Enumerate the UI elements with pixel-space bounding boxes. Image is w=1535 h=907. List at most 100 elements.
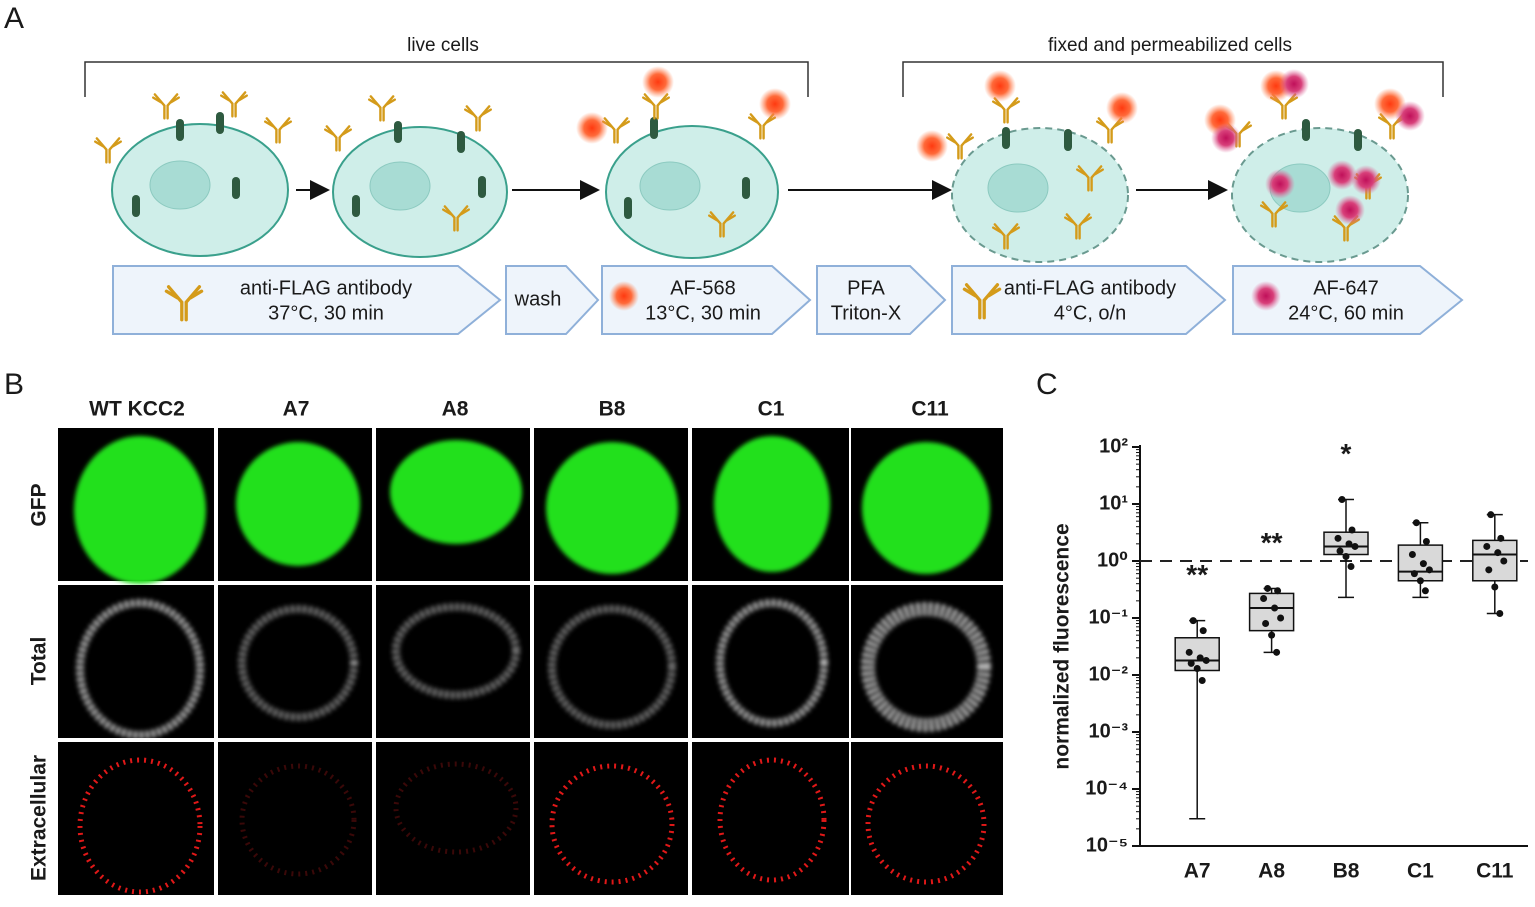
cell-signal [865, 763, 987, 885]
data-point [1334, 534, 1342, 542]
micrograph [534, 742, 688, 895]
column-label: A7 [283, 398, 310, 421]
decoration [264, 117, 292, 144]
micrograph [376, 742, 530, 895]
data-point [1416, 577, 1424, 585]
step-text: 13°C, 30 min [645, 302, 761, 324]
cell-signal [393, 761, 519, 855]
y-axis-label: normalized fluorescence [1051, 523, 1074, 769]
decoration [624, 197, 632, 219]
y-tick-label: 10² [1099, 435, 1128, 457]
column-label: C11 [911, 398, 949, 421]
data-point [1271, 604, 1279, 612]
cell-signal [392, 603, 520, 699]
cell-signal [236, 442, 360, 566]
data-point [1348, 526, 1356, 534]
data-point [1262, 620, 1270, 628]
micrograph [58, 742, 214, 895]
data-point [1483, 542, 1491, 550]
data-point [1264, 584, 1272, 592]
step-text: 24°C, 60 min [1288, 302, 1404, 324]
step-text: anti-FLAG antibody [1004, 277, 1176, 299]
data-point [1342, 552, 1350, 560]
row-label: GFP [28, 483, 51, 526]
cell-signal [238, 605, 358, 721]
y-tick-label: 10⁻⁴ [1085, 777, 1128, 799]
decoration [1251, 281, 1281, 311]
cell-signal [74, 436, 206, 584]
decoration [1395, 101, 1425, 131]
step-text: 37°C, 30 min [268, 302, 384, 324]
column-label: A8 [442, 398, 469, 421]
significance: ** [1186, 559, 1208, 590]
data-point [1268, 631, 1276, 639]
decoration [1327, 160, 1357, 190]
step-text: wash [514, 288, 562, 310]
x-tick-label: B8 [1333, 860, 1360, 883]
decoration [112, 265, 502, 335]
row-label: Total [28, 637, 51, 686]
cell-signal [239, 763, 357, 877]
panel-label: A [4, 2, 24, 35]
data-point [1419, 560, 1427, 568]
decoration [1106, 92, 1138, 124]
data-point [1422, 537, 1430, 545]
bracket-label: fixed and permeabilized cells [1048, 35, 1292, 56]
row-label: Extracellular [28, 755, 51, 881]
significance: ** [1261, 527, 1283, 558]
data-point [1500, 557, 1508, 565]
data-point [1338, 495, 1346, 503]
data-point [1193, 665, 1201, 673]
data-point [1189, 617, 1197, 625]
decoration [505, 265, 600, 335]
decoration [1279, 69, 1309, 99]
micrographs [58, 428, 1003, 895]
y-tick-label: 10¹ [1099, 492, 1128, 514]
data-point [1199, 627, 1207, 635]
decoration [219, 91, 249, 118]
data-point [1487, 511, 1495, 519]
decoration [1232, 265, 1464, 335]
cell-signal [716, 599, 828, 727]
decoration [369, 161, 431, 211]
data-point [1496, 609, 1504, 617]
data-point [1260, 594, 1268, 602]
decoration [992, 97, 1020, 124]
column-label: WT KCC2 [89, 398, 185, 421]
cell-signal [714, 436, 830, 572]
decoration [394, 121, 402, 143]
data-point [1345, 540, 1353, 548]
data-point [1198, 677, 1206, 685]
decoration [742, 177, 750, 199]
step-text: 4°C, o/n [1054, 302, 1126, 324]
cell-signal [76, 599, 204, 739]
y-tick-label: 10⁻³ [1089, 720, 1129, 742]
step-boxes [112, 265, 1464, 335]
decoration [984, 70, 1016, 102]
data-point [1425, 566, 1433, 574]
decoration [216, 112, 224, 134]
decoration [93, 137, 123, 164]
decoration [987, 163, 1049, 213]
panel-label: B [4, 368, 24, 401]
data-point [1196, 654, 1204, 662]
data-point [1412, 519, 1420, 527]
fluorophores [576, 66, 1425, 225]
data-point [1273, 648, 1281, 656]
decoration [324, 125, 352, 152]
step-text: AF-568 [670, 277, 736, 299]
column-label: B8 [599, 398, 626, 421]
decoration [609, 281, 639, 311]
data-point [1485, 566, 1493, 574]
cell-signal [77, 757, 203, 895]
step-text: Triton-X [831, 302, 901, 324]
data-point [1351, 542, 1359, 550]
decoration [642, 66, 674, 98]
decoration [464, 105, 492, 132]
cell-signal [862, 442, 990, 574]
bracket-label: live cells [407, 35, 479, 56]
cells [111, 123, 1409, 263]
data-point [1494, 549, 1502, 557]
data-point [1202, 656, 1210, 664]
